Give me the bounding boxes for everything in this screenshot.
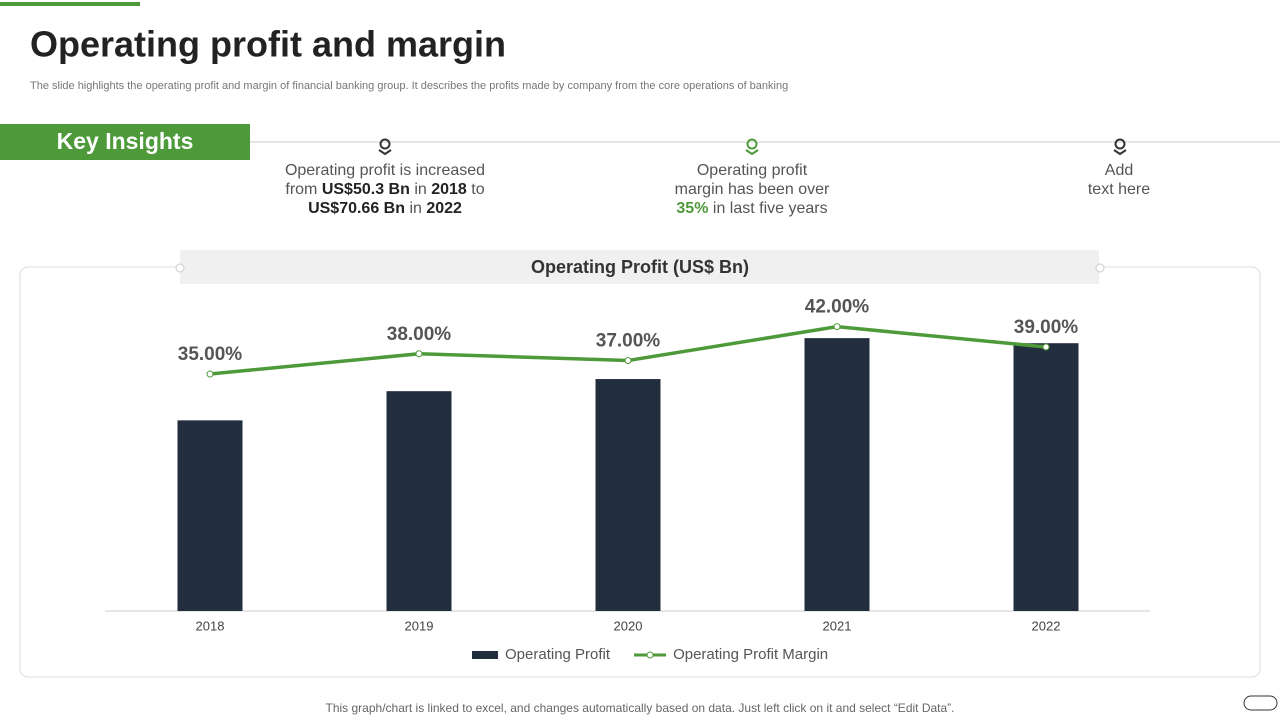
footer-note: This graph/chart is linked to excel, and… bbox=[326, 701, 955, 715]
legend-label: Operating Profit bbox=[505, 646, 611, 663]
insight-text: Operating profit bbox=[696, 162, 808, 179]
data-label: 38.00% bbox=[387, 324, 452, 345]
bar bbox=[386, 391, 452, 611]
data-label: 42.00% bbox=[805, 297, 870, 318]
icon bbox=[1113, 138, 1127, 156]
insight-text: US$70.66 Bn bbox=[308, 200, 405, 217]
bar bbox=[804, 338, 870, 611]
insight-text: 2018 bbox=[431, 181, 467, 198]
top-accent bbox=[0, 2, 140, 6]
dot bbox=[175, 263, 185, 273]
insight-text: US$50.3 Bn bbox=[321, 181, 410, 198]
insight: Add text here bbox=[999, 161, 1239, 199]
legend-swatch bbox=[472, 651, 498, 659]
x-tick-label: 2018 bbox=[196, 618, 225, 633]
chart-title: Operating Profit (US$ Bn) bbox=[531, 257, 749, 277]
insight-text: 35% bbox=[676, 200, 709, 217]
x-tick-label: 2020 bbox=[614, 618, 643, 633]
insight-text: margin has been over bbox=[674, 181, 830, 198]
line-point bbox=[624, 357, 632, 365]
legend-label: Operating Profit Margin bbox=[673, 646, 828, 663]
data-label: 37.00% bbox=[596, 331, 661, 352]
x-tick-label: 2021 bbox=[823, 618, 852, 633]
data-label: 39.00% bbox=[1014, 317, 1079, 338]
insights-label: Key Insights bbox=[57, 128, 194, 154]
dot bbox=[1095, 263, 1105, 273]
line-point bbox=[833, 323, 841, 331]
line-point bbox=[415, 350, 423, 358]
data-label: 35.00% bbox=[178, 344, 243, 365]
chart-title-band bbox=[180, 250, 1099, 284]
nav-pill bbox=[1243, 695, 1278, 711]
bar bbox=[177, 420, 243, 611]
insight-text: to bbox=[466, 181, 485, 198]
line-point bbox=[206, 370, 214, 378]
insight: Operating profit is increased from US$50… bbox=[265, 161, 505, 218]
insight-text: 2022 bbox=[426, 200, 462, 217]
legend-swatch bbox=[646, 651, 654, 659]
x-tick-label: 2019 bbox=[405, 618, 434, 633]
icon bbox=[378, 138, 392, 156]
insight-text: from bbox=[285, 181, 322, 198]
insight-text: text here bbox=[1087, 181, 1151, 198]
insight: Operating profit margin has been over 35… bbox=[632, 161, 872, 218]
line-point bbox=[1042, 343, 1050, 351]
insights-banner bbox=[0, 124, 250, 160]
insight-text: in last five years bbox=[708, 200, 828, 217]
subtitle: The slide highlights the operating profi… bbox=[30, 80, 788, 92]
icon bbox=[745, 138, 759, 156]
insight-text: in bbox=[409, 181, 432, 198]
x-tick-label: 2022 bbox=[1032, 618, 1061, 633]
bar bbox=[595, 379, 661, 611]
insight-text: in bbox=[405, 200, 427, 217]
bar bbox=[1013, 343, 1079, 611]
insight-text: Add bbox=[1104, 162, 1134, 179]
title: Operating profit and margin bbox=[30, 24, 506, 65]
insight-text: Operating profit is increased bbox=[284, 162, 486, 179]
